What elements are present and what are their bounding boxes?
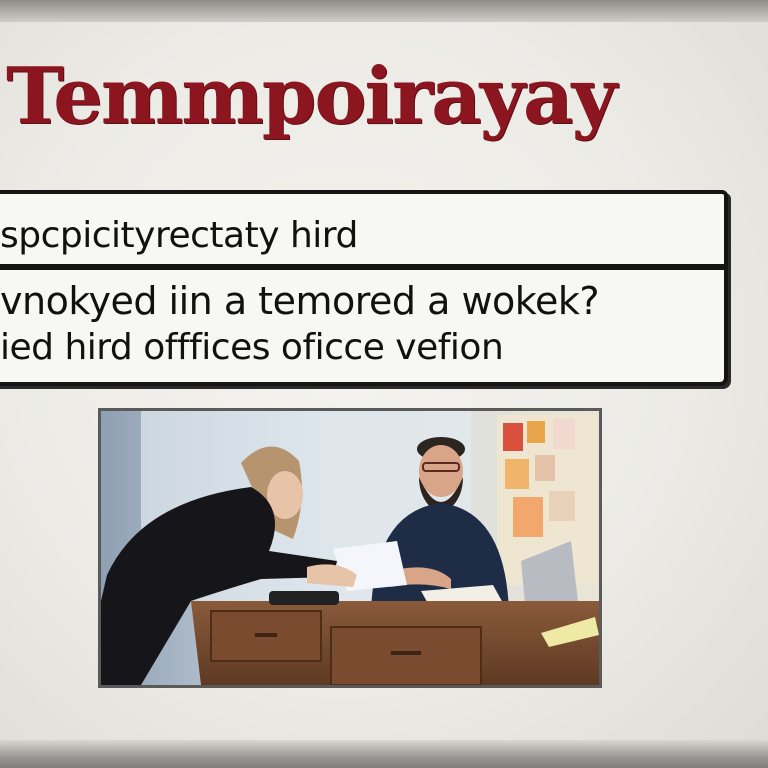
page-title: Temmpoirayay: [6, 51, 617, 142]
sign-line-1: spcpicityrectaty hird: [0, 215, 358, 256]
office-scene-illustration: [101, 411, 599, 685]
caption-sign: [0, 190, 728, 386]
desk-phone: [269, 591, 339, 605]
sign-line-3: ied hird offfices oficce vefion: [0, 327, 504, 368]
woman-hand: [307, 564, 357, 587]
sign-divider: [0, 264, 726, 270]
office-photo: [98, 408, 602, 688]
man-glasses: [422, 462, 460, 472]
sticky-notes: [541, 617, 599, 647]
sign-line-2: vnokyed iin a temored a wokek?: [0, 279, 600, 323]
desk-drawer-right: [330, 626, 482, 685]
top-frame-edge: [0, 0, 768, 22]
bottom-frame-edge: [0, 740, 768, 768]
woman-face: [267, 471, 303, 519]
woman-blazer: [101, 487, 337, 685]
